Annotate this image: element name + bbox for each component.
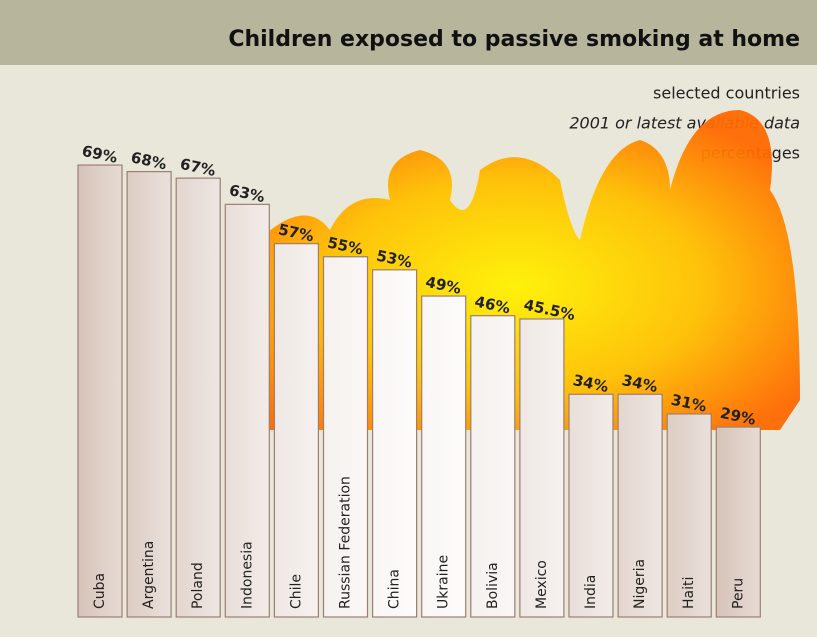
category-label: Chile [288,574,304,609]
title-bar [0,0,817,65]
bar [715,426,761,618]
bar [568,393,614,618]
bar [126,171,172,618]
category-label: Ukraine [436,555,452,609]
category-label: China [387,569,403,609]
category-label: Argentina [141,541,157,609]
bar [77,164,123,618]
bar [224,203,270,618]
category-label: Cuba [92,573,108,609]
category-label: Russian Federation [338,476,354,609]
bar [617,393,663,618]
bar [273,243,319,618]
category-label: Nigeria [632,559,648,609]
bar [421,295,467,618]
subtitle: 2001 or latest available data [569,114,800,133]
category-label: Mexico [534,560,550,609]
bar [470,315,516,618]
category-label: Peru [730,578,746,609]
bar [519,318,565,618]
bar [322,256,369,618]
bar [666,413,712,618]
bar [372,269,418,618]
chart-title: Children exposed to passive smoking at h… [228,27,800,52]
category-label: India [583,575,599,609]
subtitle: selected countries [653,84,800,103]
bar [175,177,221,618]
category-label: Haiti [681,577,697,609]
category-label: Indonesia [239,541,255,609]
category-label: Bolivia [485,562,501,609]
category-label: Poland [190,562,206,609]
